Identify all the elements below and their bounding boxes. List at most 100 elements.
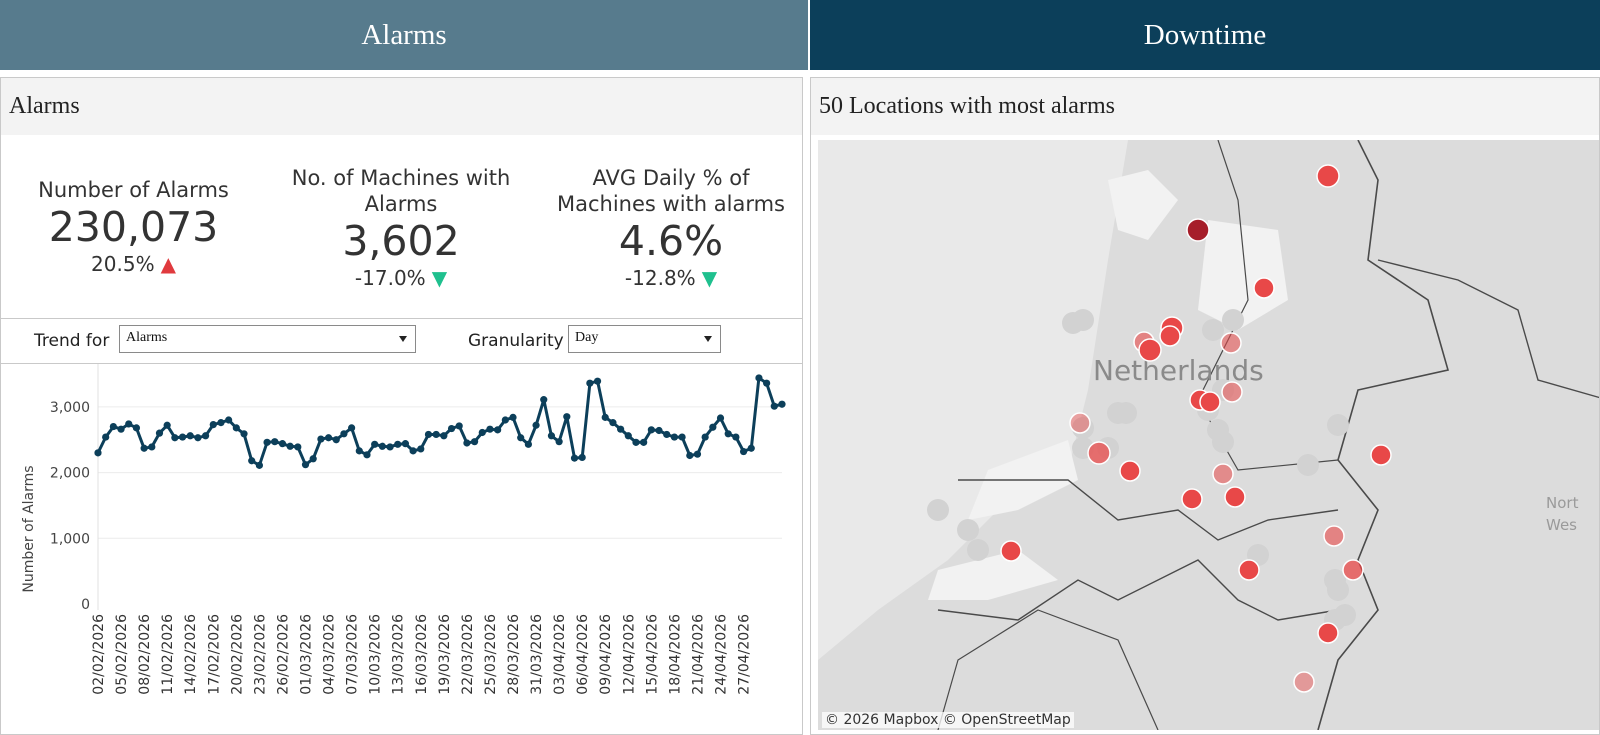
map-marker[interactable]	[957, 519, 979, 541]
map-marker[interactable]	[1212, 431, 1234, 453]
kpi-value: 230,073	[48, 203, 219, 251]
map-marker[interactable]	[1212, 463, 1234, 485]
map-marker[interactable]	[1327, 414, 1349, 436]
map-marker[interactable]	[1238, 559, 1260, 581]
x-tick-label: 24/04/2026	[714, 614, 730, 695]
map-marker[interactable]	[1186, 218, 1210, 242]
data-point	[301, 461, 310, 469]
granularity-select[interactable]: Day	[568, 325, 721, 353]
map-water	[1198, 220, 1288, 330]
map-marker[interactable]	[1297, 454, 1319, 476]
x-tick-label: 31/03/2026	[529, 614, 545, 695]
data-point	[455, 422, 463, 430]
map-marker[interactable]	[1072, 309, 1094, 331]
data-point	[647, 426, 655, 434]
y-tick-label: 0	[81, 597, 90, 613]
arrow-down-icon: ▼	[431, 266, 448, 290]
kpi-value: 4.6%	[618, 217, 724, 265]
x-tick-label: 25/03/2026	[483, 614, 499, 695]
trend-for-value: Alarms	[126, 330, 168, 345]
chart-controls: Trend for Alarms Granularity Day	[1, 319, 802, 364]
data-point	[739, 447, 748, 456]
map-marker[interactable]	[1370, 444, 1392, 466]
data-point	[401, 440, 410, 448]
data-point	[424, 430, 433, 439]
map-marker[interactable]	[1138, 338, 1162, 362]
kpi-label: Number of Alarms	[38, 178, 229, 202]
y-tick-label: 2,000	[50, 466, 90, 482]
data-point	[609, 419, 617, 427]
x-tick-label: 26/02/2026	[275, 614, 291, 695]
map-marker[interactable]	[967, 539, 989, 561]
map-marker[interactable]	[1069, 412, 1091, 434]
map-marker[interactable]	[1220, 332, 1242, 354]
data-point	[271, 438, 279, 446]
map-marker[interactable]	[1072, 417, 1094, 439]
map-marker[interactable]	[1221, 381, 1243, 403]
data-point	[148, 443, 156, 451]
data-point	[140, 444, 148, 452]
y-axis-label: Number of Alarms	[21, 465, 37, 592]
data-point	[178, 433, 187, 441]
map-border	[1377, 259, 1599, 399]
map-border	[958, 479, 1339, 541]
chevron-down-icon	[704, 336, 712, 342]
data-point	[578, 453, 586, 462]
map-marker[interactable]	[1317, 622, 1339, 644]
data-point	[670, 433, 679, 441]
data-point	[278, 440, 287, 448]
kpi-label: Machines with alarms	[557, 192, 785, 216]
data-point	[663, 430, 671, 439]
data-point	[417, 445, 425, 453]
map-marker[interactable]	[1000, 540, 1022, 562]
data-point	[409, 447, 417, 455]
map-marker[interactable]	[927, 499, 949, 521]
x-tick-label: 23/02/2026	[252, 614, 268, 695]
map-marker[interactable]	[1087, 441, 1111, 465]
map-marker[interactable]	[1181, 488, 1203, 510]
x-tick-label: 11/02/2026	[160, 614, 176, 695]
x-tick-label: 03/04/2026	[552, 614, 568, 695]
data-point	[432, 430, 440, 439]
tab-downtime[interactable]: Downtime	[810, 0, 1600, 70]
map-marker[interactable]	[1327, 579, 1349, 601]
map-marker[interactable]	[1159, 325, 1181, 347]
arrow-up-icon: ▲	[160, 252, 176, 276]
data-point	[94, 449, 102, 457]
data-point	[248, 457, 256, 465]
data-point	[686, 451, 694, 460]
map-water	[928, 550, 1058, 600]
trend-for-select[interactable]: Alarms	[119, 325, 416, 353]
map-marker[interactable]	[1293, 671, 1315, 693]
x-tick-label: 09/04/2026	[598, 614, 614, 695]
map-marker[interactable]	[1253, 277, 1275, 299]
map-border	[937, 609, 1159, 730]
data-point	[693, 450, 702, 458]
map-marker[interactable]	[1202, 319, 1224, 341]
kpi-avg-daily-pct: AVG Daily % of Machines with alarms 4.6%…	[541, 165, 801, 291]
data-point	[309, 455, 317, 463]
map-marker[interactable]	[1342, 559, 1364, 581]
x-tick-label: 01/03/2026	[299, 614, 315, 695]
map-marker[interactable]	[1323, 525, 1345, 547]
locations-map[interactable]: Netherlands Nort Wes © 2026 Mapbox © Ope…	[818, 140, 1600, 730]
map-marker[interactable]	[1222, 309, 1244, 331]
map-marker[interactable]	[1224, 486, 1246, 508]
map-marker[interactable]	[1334, 604, 1356, 626]
data-point	[201, 432, 210, 440]
data-point	[601, 413, 609, 421]
kpi-label: No. of Machines with	[291, 166, 511, 190]
x-tick-label: 22/03/2026	[460, 614, 476, 695]
map-marker[interactable]	[1115, 402, 1137, 424]
map-canvas[interactable]: Netherlands Nort Wes	[818, 140, 1600, 730]
data-point	[371, 440, 379, 448]
data-point	[770, 402, 778, 410]
data-point	[632, 438, 640, 446]
tab-alarms[interactable]: Alarms	[0, 0, 808, 70]
x-tick-label: 10/03/2026	[368, 614, 384, 695]
data-point	[532, 421, 540, 429]
granularity-label: Granularity	[468, 331, 564, 351]
map-marker[interactable]	[1199, 391, 1221, 413]
map-marker[interactable]	[1316, 164, 1340, 188]
map-marker[interactable]	[1119, 460, 1141, 482]
